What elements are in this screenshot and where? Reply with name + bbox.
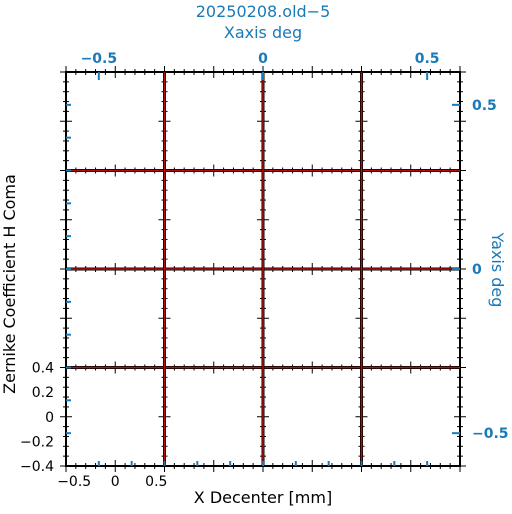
right-axis-tick-label: 0 [472, 262, 482, 278]
x-axis-label: X Decenter [mm] [194, 488, 332, 507]
top-axis-tick-label: 0.5 [415, 51, 440, 67]
top-axis-ticks: −0.5 0 0.5 [81, 51, 440, 466]
x-axis-ticks: −0.5 0 0.5 [57, 474, 167, 490]
x-tick-label: −0.5 [57, 474, 91, 490]
right-axis-ticks: 0.5 0 −0.5 [66, 98, 509, 442]
x-tick-label: 0.5 [145, 474, 167, 490]
chart-title: 20250208.old−5 [196, 2, 331, 21]
x-tick-label: 0 [111, 474, 120, 490]
top-axis-tick-label: −0.5 [81, 51, 118, 67]
grid-layer [60, 66, 466, 472]
right-axis-tick-label: −0.5 [472, 426, 509, 442]
right-axis-tick-label: 0.5 [472, 98, 497, 114]
y-tick-label: 0.2 [32, 385, 54, 401]
y-axis-ticks: 0.4 0.2 0 −0.2 −0.4 [20, 361, 54, 476]
right-axis-label: Yaxis deg [488, 232, 507, 308]
y-tick-label: −0.2 [20, 434, 54, 450]
y-tick-label: 0 [45, 410, 54, 426]
y-tick-label: −0.4 [20, 459, 54, 475]
top-axis-label: Xaxis deg [224, 23, 302, 42]
y-axis-label: Zernike Coefficient H Coma [0, 174, 19, 394]
y-tick-label: 0.4 [32, 361, 54, 377]
top-axis-tick-label: 0 [258, 51, 268, 67]
